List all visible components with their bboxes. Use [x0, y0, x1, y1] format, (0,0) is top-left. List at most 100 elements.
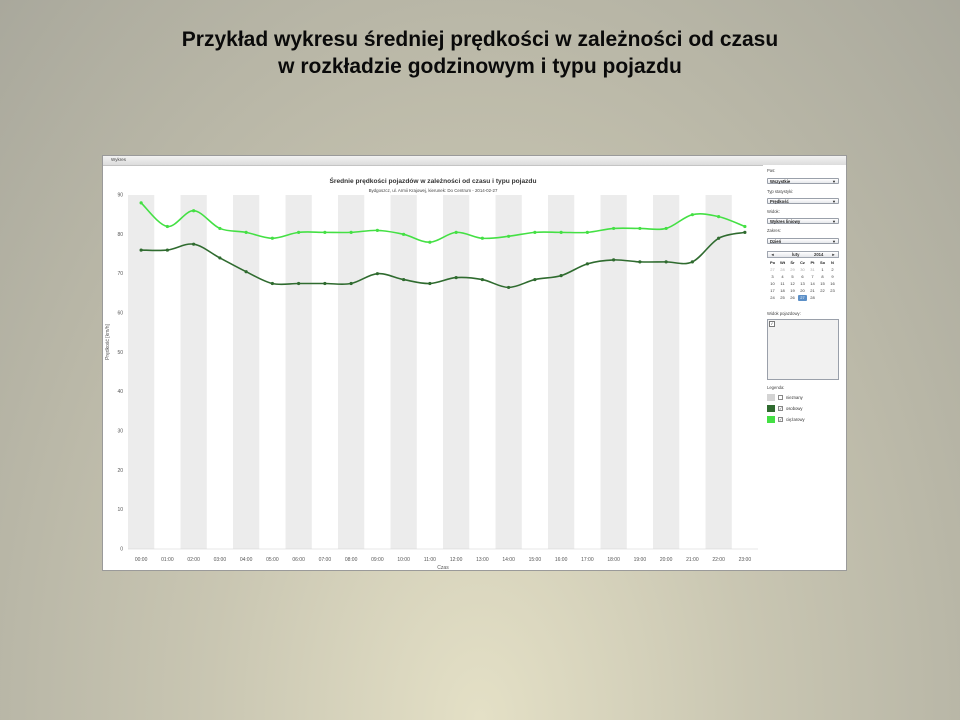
y-tick-label: 0	[120, 547, 123, 553]
data-point-osobowy	[638, 260, 642, 264]
pas-select-value: Wszystkie	[770, 179, 791, 184]
calendar-day[interactable]: 14	[810, 281, 815, 286]
data-point-osobowy	[349, 281, 353, 286]
calendar-day[interactable]: 22	[820, 288, 825, 293]
legend-label: osobowy	[786, 406, 803, 411]
calendar-day[interactable]: 5	[791, 274, 794, 279]
data-point-ciężarowy	[507, 234, 511, 238]
calendar-month[interactable]: luty	[792, 252, 800, 257]
calendar-day[interactable]: 25	[780, 295, 785, 300]
vehicle-view-box[interactable]: ✓	[767, 319, 839, 380]
calendar-weekday: Śr	[790, 260, 795, 265]
calendar-header: ◄ luty 2014 ►	[767, 251, 839, 258]
data-point-osobowy	[244, 270, 248, 274]
data-point-ciężarowy	[297, 230, 301, 234]
calendar-day[interactable]: 31	[810, 267, 815, 272]
legend-checkbox[interactable]: ✓	[778, 417, 783, 422]
calendar-day[interactable]: 17	[770, 288, 775, 293]
y-tick-label: 90	[117, 193, 123, 199]
calendar-day[interactable]: 6	[801, 274, 804, 279]
legend-label: Legenda:	[767, 385, 785, 390]
data-point-osobowy	[717, 236, 721, 240]
x-axis-label: Czas	[437, 565, 449, 571]
calendar-day[interactable]	[818, 295, 827, 301]
calendar-day[interactable]: 16	[830, 281, 835, 286]
y-tick-label: 30	[117, 429, 123, 435]
calendar-day[interactable]: 23	[830, 288, 835, 293]
data-point-ciężarowy	[638, 226, 642, 231]
calendar-day[interactable]: 27	[770, 267, 775, 272]
typ-select[interactable]: Prędkość ▼	[767, 198, 839, 204]
tab-wykres[interactable]: Wykres	[111, 157, 126, 162]
calendar-year[interactable]: 2014	[814, 252, 824, 257]
view-checkbox[interactable]: ✓	[769, 321, 775, 327]
data-point-ciężarowy	[612, 226, 616, 231]
calendar-day[interactable]: 21	[810, 288, 815, 293]
data-point-osobowy	[165, 248, 169, 252]
grid-band	[233, 195, 260, 549]
x-tick-label: 10:00	[397, 557, 410, 563]
legend-swatch	[767, 416, 775, 423]
calendar-prev-button[interactable]: ◄	[770, 252, 775, 257]
calendar-day[interactable]: 11	[780, 281, 785, 286]
calendar-day[interactable]: 29	[790, 267, 795, 272]
calendar-day[interactable]: 28	[810, 295, 815, 300]
data-point-ciężarowy	[402, 232, 406, 236]
side-panel: Pas: Wszystkie ▼ Typ statystyki: Prędkoś…	[763, 165, 846, 570]
pas-select[interactable]: Wszystkie ▼	[767, 178, 839, 184]
data-point-ciężarowy	[323, 230, 327, 234]
legend-checkbox[interactable]	[778, 395, 783, 400]
calendar-week-row: 3 4 5 6 7 8 9	[768, 274, 840, 281]
calendar-day[interactable]: 24	[770, 295, 775, 300]
y-tick-label: 50	[117, 350, 123, 356]
calendar-day[interactable]: 18	[780, 288, 785, 293]
x-tick-label: 23:00	[739, 557, 752, 563]
calendar-day[interactable]: 4	[781, 274, 784, 279]
calendar-week-row: 24 25 26 27 28	[768, 295, 840, 302]
legend-checkbox[interactable]: ✓	[778, 406, 783, 411]
x-tick-label: 15:00	[529, 557, 542, 563]
y-tick-label: 70	[117, 271, 123, 277]
chevron-down-icon: ▼	[832, 219, 836, 224]
data-point-ciężarowy	[428, 240, 432, 244]
slide-title-line1: Przykład wykresu średniej prędkości w za…	[181, 28, 779, 51]
calendar-day[interactable]: 7	[811, 274, 814, 279]
calendar-day[interactable]: 12	[790, 281, 795, 286]
legend-label: nieznany	[786, 395, 803, 400]
calendar-day[interactable]: 3	[771, 274, 774, 279]
calendar-day[interactable]: 8	[821, 274, 824, 279]
series-line-osobowy	[141, 231, 746, 289]
zakres-select[interactable]: Dzień ▼	[767, 238, 839, 244]
calendar-day[interactable]: 13	[800, 281, 805, 286]
x-tick-label: 17:00	[581, 557, 594, 563]
x-tick-label: 12:00	[450, 557, 463, 563]
slide-title-line2: w rozkładzie godzinowym i typu pojazdu	[278, 55, 682, 78]
x-tick-label: 09:00	[371, 557, 384, 563]
calendar-day[interactable]: 28	[780, 267, 785, 272]
calendar-day[interactable]	[828, 295, 837, 301]
calendar-next-button[interactable]: ►	[831, 252, 836, 257]
calendar-day[interactable]: 30	[800, 267, 805, 272]
data-point-ciężarowy	[218, 226, 222, 231]
legend-swatch	[767, 405, 775, 412]
zakres-label: Zakres:	[767, 228, 781, 233]
calendar-day[interactable]: 1	[821, 267, 824, 272]
x-tick-label: 00:00	[135, 557, 148, 563]
data-point-osobowy	[585, 262, 589, 266]
calendar-weekday: So	[819, 260, 826, 265]
calendar-day[interactable]: 27	[798, 295, 807, 301]
calendar-weekday: Wt	[779, 260, 786, 265]
x-tick-label: 06:00	[292, 557, 305, 563]
calendar-weekday: Po	[769, 260, 776, 265]
calendar-day[interactable]: 9	[831, 274, 834, 279]
calendar-day[interactable]: 19	[790, 288, 795, 293]
data-point-osobowy	[664, 260, 668, 264]
calendar-day[interactable]: 2	[831, 267, 834, 272]
calendar-day[interactable]: 15	[820, 281, 825, 286]
tab-bar: Wykres	[103, 156, 846, 166]
calendar-day[interactable]: 10	[770, 281, 775, 286]
calendar-day[interactable]: 26	[790, 295, 795, 300]
widok-select[interactable]: Wykres liniowy ▼	[767, 218, 839, 224]
chevron-down-icon: ▼	[832, 179, 836, 184]
calendar-day[interactable]: 20	[800, 288, 805, 293]
